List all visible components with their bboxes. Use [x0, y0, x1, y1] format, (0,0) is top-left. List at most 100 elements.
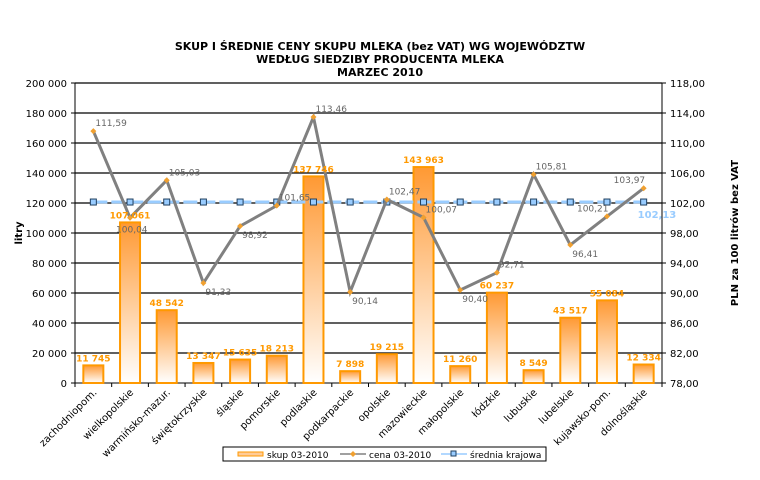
price-label: 100,07: [426, 205, 458, 215]
y-tick-label: 160 000: [26, 139, 67, 150]
bar-label: 12 334: [626, 353, 660, 363]
bar: [155, 309, 178, 385]
average-marker: [566, 198, 574, 206]
bar: [375, 353, 398, 384]
price-marker: [457, 287, 464, 293]
legend-swatch-bar: [237, 451, 264, 457]
y-tick-label: 0: [61, 379, 67, 390]
price-marker: [90, 128, 97, 135]
price-label: 103,97: [614, 176, 646, 186]
average-marker: [420, 198, 428, 206]
bar-label: 60 237: [480, 282, 514, 292]
y2-tick-label: 118,00: [670, 79, 705, 90]
bar: [192, 361, 215, 384]
category-label: lubuskie: [502, 387, 539, 424]
y-tick-label: 200 000: [26, 79, 67, 90]
average-marker: [346, 198, 354, 206]
y2-tick-label: 94,00: [670, 259, 699, 270]
category-label: warmińsko-mazur.: [100, 387, 173, 460]
bar: [632, 363, 655, 384]
y2-tick-label: 110,00: [670, 139, 705, 150]
price-marker: [420, 214, 427, 221]
y-tick-label: 180 000: [26, 109, 67, 120]
bar: [339, 370, 362, 385]
bar: [82, 364, 105, 385]
legend-label: cena 03-2010: [369, 451, 431, 461]
price-label: 96,41: [572, 250, 598, 260]
bar: [522, 369, 545, 385]
bar-label: 143 963: [403, 156, 444, 166]
price-label: 92,71: [499, 261, 525, 271]
y2-tick-label: 82,00: [670, 349, 699, 360]
category-label: łódzkie: [470, 387, 503, 420]
average-marker: [199, 198, 207, 206]
bar: [449, 365, 472, 384]
y2-tick-label: 102,00: [670, 199, 705, 210]
y2-axis-label: PLN za 100 litrów bez VAT: [729, 160, 741, 306]
price-label: 90,40: [462, 295, 488, 305]
price-label: 90,14: [352, 297, 378, 307]
price-label: 102,47: [389, 187, 421, 197]
price-marker: [237, 223, 244, 230]
bar-label: 43 517: [553, 307, 587, 317]
bar: [302, 175, 325, 384]
y-tick-label: 40 000: [32, 319, 67, 330]
price-marker: [163, 177, 170, 184]
y2-tick-label: 98,00: [670, 229, 699, 240]
price-label: 113,46: [315, 105, 347, 115]
bar-label: 55 084: [590, 289, 624, 299]
category-label: lubelskie: [537, 387, 576, 426]
price-marker: [273, 202, 280, 209]
price-label: 111,59: [95, 119, 127, 129]
average-marker: [456, 198, 464, 206]
price-marker: [530, 171, 537, 178]
price-label: 101,65: [279, 194, 311, 204]
bar: [559, 316, 582, 384]
average-marker: [530, 198, 538, 206]
bar: [595, 299, 618, 384]
price-marker: [603, 213, 610, 220]
y2-tick-label: 114,00: [670, 109, 705, 120]
price-marker: [567, 241, 574, 248]
price-marker: [127, 214, 134, 221]
y-tick-label: 60 000: [32, 289, 67, 300]
bar: [229, 358, 252, 384]
y-tick-label: 80 000: [32, 259, 67, 270]
bar-label: 13 347: [186, 352, 220, 362]
price-marker: [200, 280, 207, 287]
average-marker: [309, 198, 317, 206]
y2-tick-label: 86,00: [670, 319, 699, 330]
price-label: 105,81: [536, 162, 568, 172]
price-label: 105,03: [169, 168, 201, 178]
average-marker: [236, 198, 244, 206]
price-marker: [640, 185, 647, 192]
bar-label: 137 746: [293, 165, 334, 175]
y2-tick-label: 78,00: [670, 379, 699, 390]
y-tick-label: 100 000: [26, 229, 67, 240]
price-marker: [383, 196, 390, 203]
chart-title-line2: WEDŁUG SIEDZIBY PRODUCENTA MLEKA: [256, 53, 504, 66]
category-label: śląskie: [214, 387, 247, 420]
price-line: [91, 111, 645, 298]
chart-title-line3: MARZEC 2010: [337, 66, 423, 79]
y2-tick-label: 90,00: [670, 289, 699, 300]
average-marker: [603, 198, 611, 206]
average-marker: [89, 198, 97, 206]
legend-marker-average: [450, 450, 457, 457]
average-label: 102,13: [638, 210, 677, 221]
category-label: opolskie: [356, 387, 393, 424]
price-label: 98,92: [242, 231, 268, 241]
legend-label: skup 03-2010: [267, 451, 329, 461]
price-label: 91,33: [205, 288, 231, 298]
price-label: 100,21: [577, 204, 609, 214]
bar-label: 11 260: [443, 355, 477, 365]
chart-title-line1: SKUP I ŚREDNIE CENY SKUPU MLEKA (bez VAT…: [174, 40, 586, 53]
average-marker: [493, 198, 501, 206]
bar: [119, 221, 142, 384]
bar-label: 19 215: [370, 343, 404, 353]
bar: [265, 354, 288, 385]
bar: [485, 291, 508, 384]
price-label: 100,04: [116, 226, 148, 236]
